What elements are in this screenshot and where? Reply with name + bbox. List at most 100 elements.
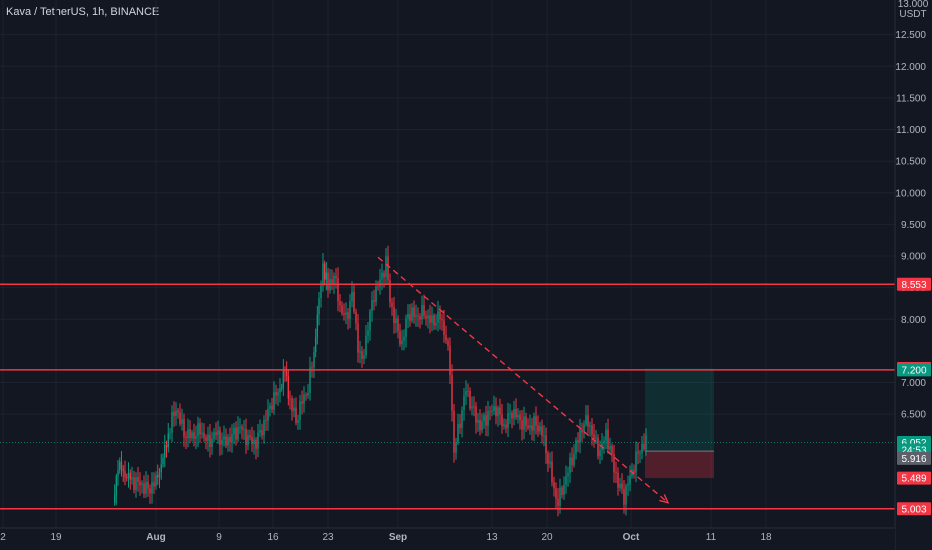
price-badge xyxy=(897,502,931,516)
candle-body xyxy=(641,443,643,453)
candle-body xyxy=(295,407,297,423)
price-axis-panel[interactable] xyxy=(895,0,932,550)
price-axis-currency: USDT xyxy=(899,9,926,20)
candle-body xyxy=(293,407,295,412)
candle-body xyxy=(253,439,255,445)
position-stop-zone[interactable] xyxy=(645,451,714,479)
candle-body xyxy=(301,401,303,404)
candle-body xyxy=(563,485,565,495)
candle-body xyxy=(351,291,353,302)
symbol-legend[interactable]: Kava / TetherUS, 1h, BINANCE xyxy=(6,6,160,18)
candle-body xyxy=(493,406,495,411)
candle-body xyxy=(243,429,245,430)
candle-body xyxy=(229,437,231,443)
candle-body xyxy=(411,307,413,321)
candle-body xyxy=(613,454,615,473)
candle-body xyxy=(195,436,197,439)
candle-body xyxy=(575,440,577,454)
candle-body xyxy=(549,461,551,464)
candle-body xyxy=(607,429,609,450)
candle-body xyxy=(160,464,162,473)
candle-body xyxy=(511,412,513,419)
candle-body xyxy=(193,432,195,439)
price-badge xyxy=(897,277,931,291)
candle-body xyxy=(381,272,383,280)
time-axis-panel[interactable] xyxy=(0,528,895,550)
price-axis-top-label: 13.000 xyxy=(898,0,929,10)
candle-body xyxy=(637,451,639,454)
candle-body xyxy=(217,430,219,435)
candle-body xyxy=(541,426,543,436)
candle-body xyxy=(353,291,355,312)
candle-body xyxy=(415,315,417,317)
candle-body xyxy=(233,427,235,435)
candle-body xyxy=(261,430,263,436)
candle-body xyxy=(485,415,487,426)
candle-body xyxy=(531,425,533,431)
candle-body xyxy=(322,263,324,286)
candle-body xyxy=(595,437,597,439)
candle-body xyxy=(371,300,373,312)
candle-body xyxy=(263,420,265,436)
candle-body xyxy=(171,411,173,433)
candle-body xyxy=(487,411,489,426)
candle-body xyxy=(213,432,215,439)
candle-body xyxy=(627,484,629,486)
candle-body xyxy=(377,286,379,288)
candle-body xyxy=(323,263,326,280)
position-target-zone[interactable] xyxy=(645,368,714,452)
candle-body xyxy=(555,488,557,499)
candle-body xyxy=(282,369,285,388)
candle-body xyxy=(509,412,511,414)
candle-body xyxy=(431,315,433,323)
candle-body xyxy=(577,440,579,443)
candle-body xyxy=(475,406,477,423)
candle-body xyxy=(120,461,123,469)
candle-body xyxy=(421,304,423,320)
candle-body xyxy=(361,351,363,359)
price-axis-tick-label: 8.000 xyxy=(901,315,926,326)
candle-body xyxy=(587,415,589,427)
candle-body xyxy=(397,318,399,332)
candle-body xyxy=(639,452,641,454)
candle-body xyxy=(525,416,527,426)
candle-body xyxy=(543,435,545,437)
time-axis-tick-label: 9 xyxy=(216,532,222,543)
candle-body xyxy=(579,429,581,443)
candle-body xyxy=(527,425,529,428)
candle-body xyxy=(307,393,309,396)
candle-body xyxy=(489,411,491,413)
candle-body xyxy=(149,488,151,494)
candle-body xyxy=(409,313,411,321)
candle-body xyxy=(141,483,143,486)
candle-body xyxy=(455,442,457,453)
candle-body xyxy=(355,311,357,324)
candle-body xyxy=(633,469,635,473)
price-axis-tick-label: 10.500 xyxy=(895,157,926,168)
price-badge xyxy=(897,471,931,485)
candle-body xyxy=(419,316,421,320)
candle-body xyxy=(320,285,322,299)
candle-body xyxy=(255,439,257,449)
candle-body xyxy=(331,279,333,285)
candle-body xyxy=(491,410,493,412)
candle-body xyxy=(183,419,185,438)
candle-body xyxy=(189,429,191,439)
time-axis-tick-label: 11 xyxy=(706,532,717,543)
candle-body xyxy=(403,336,405,341)
candle-body xyxy=(124,471,126,478)
candle-body xyxy=(391,302,393,308)
candle-body xyxy=(343,313,345,315)
candle-body xyxy=(191,432,193,439)
candle-body xyxy=(357,323,359,353)
candle-body xyxy=(175,410,177,417)
trendline-dashed[interactable] xyxy=(377,256,669,504)
candle-body xyxy=(547,453,549,464)
candle-body xyxy=(433,315,435,326)
candle-body xyxy=(345,312,347,315)
candle-body xyxy=(207,434,209,441)
price-badge-label: 5.916 xyxy=(901,454,926,465)
candle-body xyxy=(519,414,521,421)
candle-body xyxy=(239,426,241,428)
